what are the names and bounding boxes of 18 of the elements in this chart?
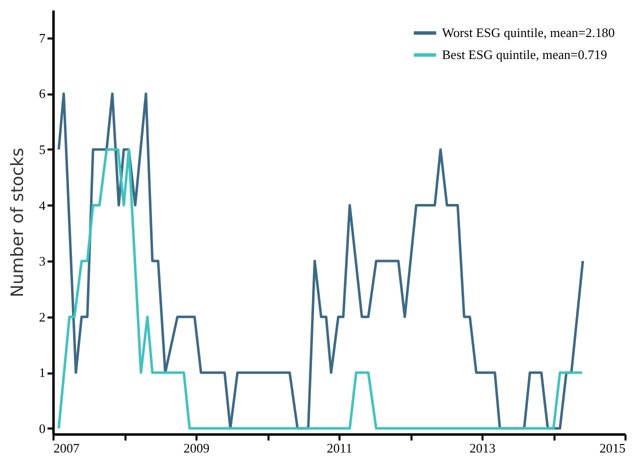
y-tick-label: 4 [39, 198, 46, 213]
x-tick-label: 2015 [600, 440, 626, 456]
legend-label: Best ESG quintile, mean=0.719 [442, 47, 608, 62]
line-series [57, 92, 584, 430]
x-tick-label: 2007 [54, 440, 80, 456]
y-tick-label: 1 [39, 365, 46, 380]
x-tick-label: 2011 [326, 440, 352, 456]
y-tick-label: 6 [39, 86, 46, 102]
y-tick-label: 3 [39, 254, 46, 269]
legend-label: Worst ESG quintile, mean=2.180 [442, 25, 615, 40]
y-tick-label: 2 [39, 309, 46, 324]
line-series [57, 148, 584, 430]
y-tick-label: 5 [39, 142, 46, 157]
y-tick-label: 7 [39, 30, 46, 46]
x-tick-label: 2013 [470, 440, 496, 456]
y-tick-label: 0 [39, 420, 46, 436]
y-axis-title: Number of stocks [8, 148, 28, 298]
x-tick-label: 2009 [184, 440, 210, 456]
